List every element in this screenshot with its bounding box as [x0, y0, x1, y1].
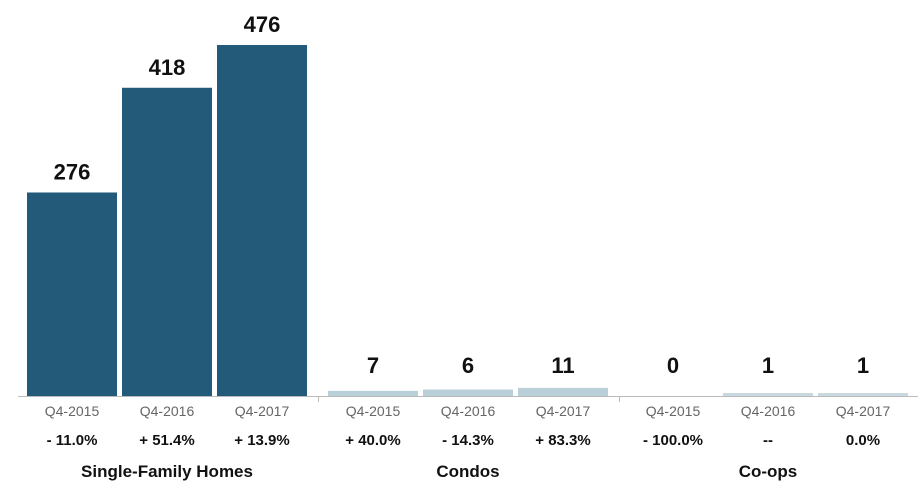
group-label: Single-Family Homes: [81, 462, 253, 481]
data-label: 276: [54, 159, 91, 184]
bar: [217, 45, 307, 396]
data-label: 418: [149, 55, 186, 80]
data-label: 1: [762, 353, 774, 378]
bar: [328, 390, 418, 396]
bar: [423, 389, 513, 396]
data-label: 476: [244, 12, 281, 37]
x-tick-label: Q4-2016: [741, 403, 796, 419]
x-tick-label: Q4-2017: [235, 403, 290, 419]
x-tick-label: Q4-2017: [536, 403, 591, 419]
x-tick-label: Q4-2015: [646, 403, 701, 419]
change-label: + 51.4%: [139, 432, 194, 449]
change-label: 0.0%: [846, 432, 880, 449]
data-label: 0: [667, 353, 679, 378]
bar: [27, 192, 117, 396]
x-tick-label: Q4-2015: [346, 403, 401, 419]
bar: [518, 387, 608, 396]
change-label: - 11.0%: [47, 432, 98, 449]
change-label: + 13.9%: [234, 432, 289, 449]
data-label: 11: [551, 353, 574, 378]
data-label: 7: [367, 353, 379, 378]
group-label: Co-ops: [739, 462, 798, 481]
x-tick-label: Q4-2016: [441, 403, 496, 419]
x-tick-label: Q4-2016: [140, 403, 195, 419]
data-label: 6: [462, 353, 474, 378]
change-label: + 40.0%: [345, 432, 400, 449]
bar: [122, 87, 212, 396]
change-label: --: [763, 432, 773, 449]
data-label: 1: [857, 353, 869, 378]
bar: [818, 393, 908, 396]
x-tick-label: Q4-2017: [836, 403, 891, 419]
change-label: - 100.0%: [643, 432, 703, 449]
change-label: + 83.3%: [535, 432, 590, 449]
change-label: - 14.3%: [442, 432, 494, 449]
bar: [723, 393, 813, 396]
x-tick-label: Q4-2015: [45, 403, 100, 419]
group-label: Condos: [436, 462, 499, 481]
